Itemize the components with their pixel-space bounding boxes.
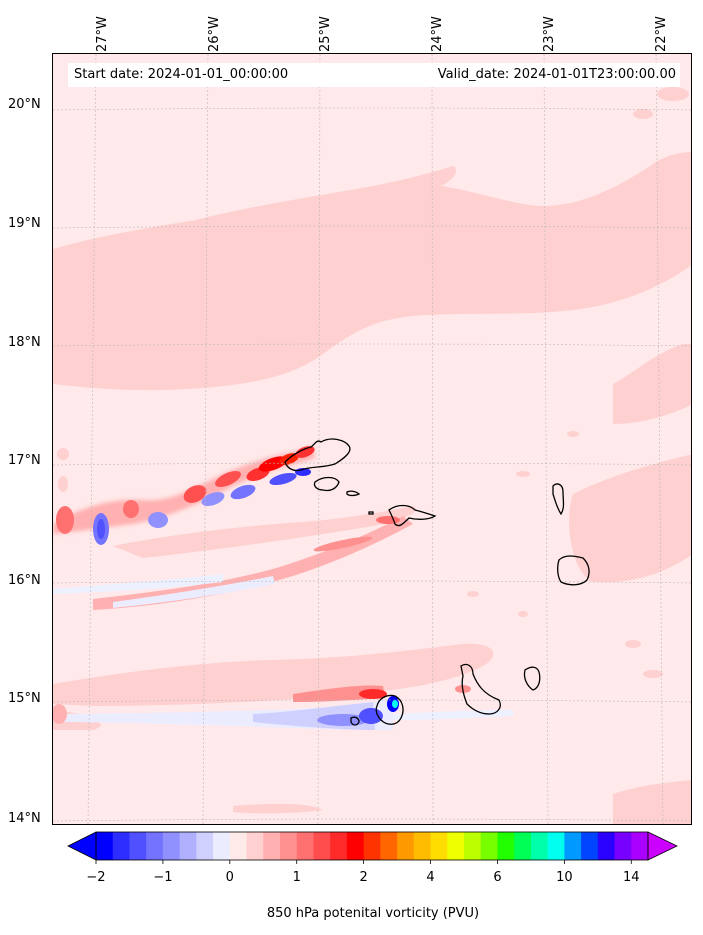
- lon-label-24w: 24°W: [430, 16, 445, 52]
- lat-label-15n: 15°N: [8, 691, 41, 706]
- lon-label-25w: 25°W: [318, 16, 333, 52]
- island-sal: [552, 483, 565, 516]
- colorbar-cell: [112, 832, 130, 860]
- lat-label-19n: 19°N: [8, 216, 41, 231]
- lat-label-14n: 14°N: [8, 811, 41, 826]
- colorbar-cell: [397, 832, 415, 860]
- colorbar-cells: [96, 832, 649, 860]
- pv-field-middle-filament: [53, 516, 413, 610]
- colorbar-tick-label: 4: [426, 870, 435, 885]
- colorbar-label: 850 hPa potenital vorticity (PVU): [266, 906, 480, 921]
- colorbar-cell: [464, 832, 482, 860]
- colorbar-cell: [581, 832, 599, 860]
- map-gridlines: [53, 54, 691, 824]
- island-raso: [368, 511, 374, 515]
- colorbar-cell: [564, 832, 582, 860]
- pv-field-scattered-blobs: [57, 87, 689, 678]
- island-sao-vicente: [313, 476, 340, 492]
- colorbar-cell: [614, 832, 632, 860]
- colorbar-cell: [179, 832, 197, 860]
- colorbar: [67, 831, 678, 864]
- island-maio: [523, 666, 541, 691]
- colorbar-tick-label: 0: [225, 870, 234, 885]
- lat-label-17n: 17°N: [8, 453, 41, 468]
- colorbar-cell: [213, 832, 231, 860]
- pv-field-weak-positive: [53, 152, 691, 824]
- colorbar-over-triangle: [647, 831, 678, 861]
- colorbar-cell: [380, 832, 398, 860]
- map-canvas: [53, 54, 691, 824]
- colorbar-under-triangle: [67, 831, 97, 861]
- lon-label-27w: 27°W: [95, 16, 110, 52]
- colorbar-cell: [480, 832, 498, 860]
- start-date-label: Start date: 2024-01-01_00:00:00: [68, 63, 429, 87]
- colorbar-cell: [497, 832, 515, 860]
- island-santa-luzia: [346, 490, 361, 497]
- lat-label-18n: 18°N: [8, 335, 41, 350]
- colorbar-tick-label: 14: [622, 870, 640, 885]
- colorbar-cell: [447, 832, 465, 860]
- colorbar-cell: [296, 832, 314, 860]
- lon-label-23w: 23°W: [542, 16, 557, 52]
- colorbar-outline: [95, 831, 649, 861]
- island-boa-vista: [557, 555, 590, 586]
- colorbar-cell: [263, 832, 281, 860]
- valid-date-label: Valid_date: 2024-01-01T23:00:00.00: [408, 63, 680, 87]
- island-brava: [350, 716, 360, 726]
- colorbar-cell: [346, 832, 365, 860]
- colorbar-cell: [430, 832, 448, 860]
- pv-field-north-filament: [53, 446, 315, 534]
- colorbar-cell: [547, 832, 565, 860]
- valid-date-text: Valid_date: 2024-01-01T23:00:00.00: [437, 67, 676, 82]
- lat-label-20n: 20°N: [8, 97, 41, 112]
- island-fogo: [375, 694, 404, 725]
- lon-label-22w: 22°W: [654, 16, 669, 52]
- colorbar-cell: [363, 832, 381, 860]
- island-santo-antao: [284, 438, 351, 472]
- colorbar-tick-label: 6: [493, 870, 502, 885]
- colorbar-cell: [514, 832, 532, 860]
- colorbar-cell: [631, 832, 649, 860]
- pv-field-north-negative: [93, 468, 311, 545]
- colorbar-tick-label: −1: [153, 870, 173, 885]
- colorbar-cell: [129, 832, 147, 860]
- pv-field-south-filament: [53, 685, 513, 730]
- colorbar-cell: [313, 832, 331, 860]
- colorbar-cell: [146, 832, 164, 860]
- map-panel: Start date: 2024-01-01_00:00:00 Valid_da…: [52, 53, 692, 825]
- colorbar-tick-label: 1: [292, 870, 301, 885]
- island-coastlines: [284, 438, 590, 726]
- colorbar-cell: [96, 832, 114, 860]
- colorbar-cell: [413, 832, 432, 860]
- colorbar-cell: [162, 832, 181, 860]
- colorbar-cell: [280, 832, 298, 860]
- island-santiago: [460, 663, 501, 715]
- start-date-text: Start date: 2024-01-01_00:00:00: [74, 67, 289, 82]
- lat-label-16n: 16°N: [8, 573, 41, 588]
- colorbar-cell: [330, 832, 348, 860]
- colorbar-cell: [530, 832, 549, 860]
- colorbar-cell: [229, 832, 248, 860]
- colorbar-tick-label: 10: [556, 870, 573, 885]
- colorbar-cell: [196, 832, 214, 860]
- colorbar-cell: [246, 832, 264, 860]
- lon-label-26w: 26°W: [207, 16, 222, 52]
- colorbar-tick-label: 2: [359, 870, 368, 885]
- colorbar-tick-label: −2: [86, 870, 106, 885]
- island-sao-nicolau: [388, 504, 437, 527]
- colorbar-cell: [597, 832, 616, 860]
